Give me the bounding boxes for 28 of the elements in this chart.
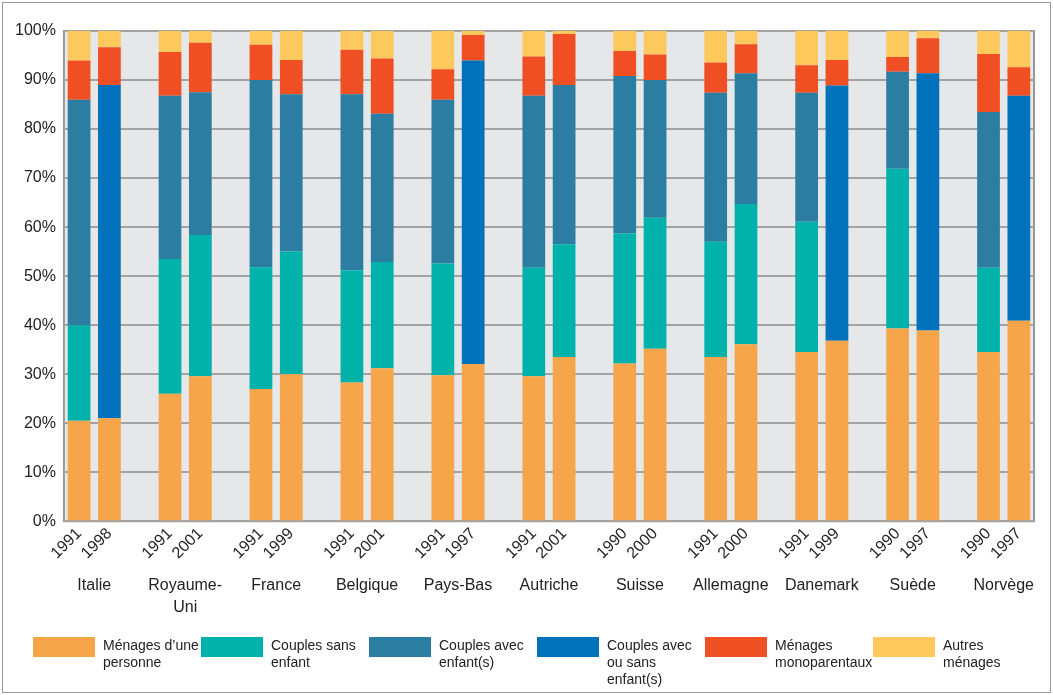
- y-tick-label: 70%: [23, 168, 56, 186]
- legend-label: Couples avec enfant(s): [439, 637, 525, 671]
- text: Suisse: [615, 576, 665, 594]
- y-tick-label: 0%: [32, 511, 56, 529]
- y-tick-label: 10%: [23, 462, 56, 480]
- text: France: [251, 576, 302, 594]
- text: Norvège: [973, 576, 1035, 594]
- y-tick-label: 80%: [23, 119, 56, 137]
- y-tick-label: 90%: [23, 70, 56, 88]
- text: Allemagne: [693, 576, 769, 594]
- legend-label: Ménages monoparentaux: [775, 637, 873, 671]
- text: Suède: [889, 576, 936, 594]
- y-tick-label: 100%: [15, 21, 56, 39]
- legend-label: Couples sans enfant: [271, 637, 357, 671]
- y-tick-label: 40%: [23, 315, 56, 333]
- text: Royaume-Uni: [148, 576, 223, 616]
- y-tick-label: 20%: [23, 413, 56, 431]
- text: Belgique: [335, 576, 399, 594]
- text: Italie: [77, 576, 112, 594]
- text: Danemark: [784, 576, 860, 594]
- legend-label: Couples avec ou sans enfant(s): [607, 637, 693, 688]
- y-tick-label: 60%: [23, 217, 56, 235]
- y-tick-label: 30%: [23, 364, 56, 382]
- y-tick-label: 50%: [23, 266, 56, 284]
- text: Autriche: [519, 576, 579, 594]
- legend-label: Ménages d’une personne: [103, 637, 200, 671]
- text: Pays-Bas: [423, 576, 493, 594]
- legend-label: Autres ménages: [943, 637, 1002, 671]
